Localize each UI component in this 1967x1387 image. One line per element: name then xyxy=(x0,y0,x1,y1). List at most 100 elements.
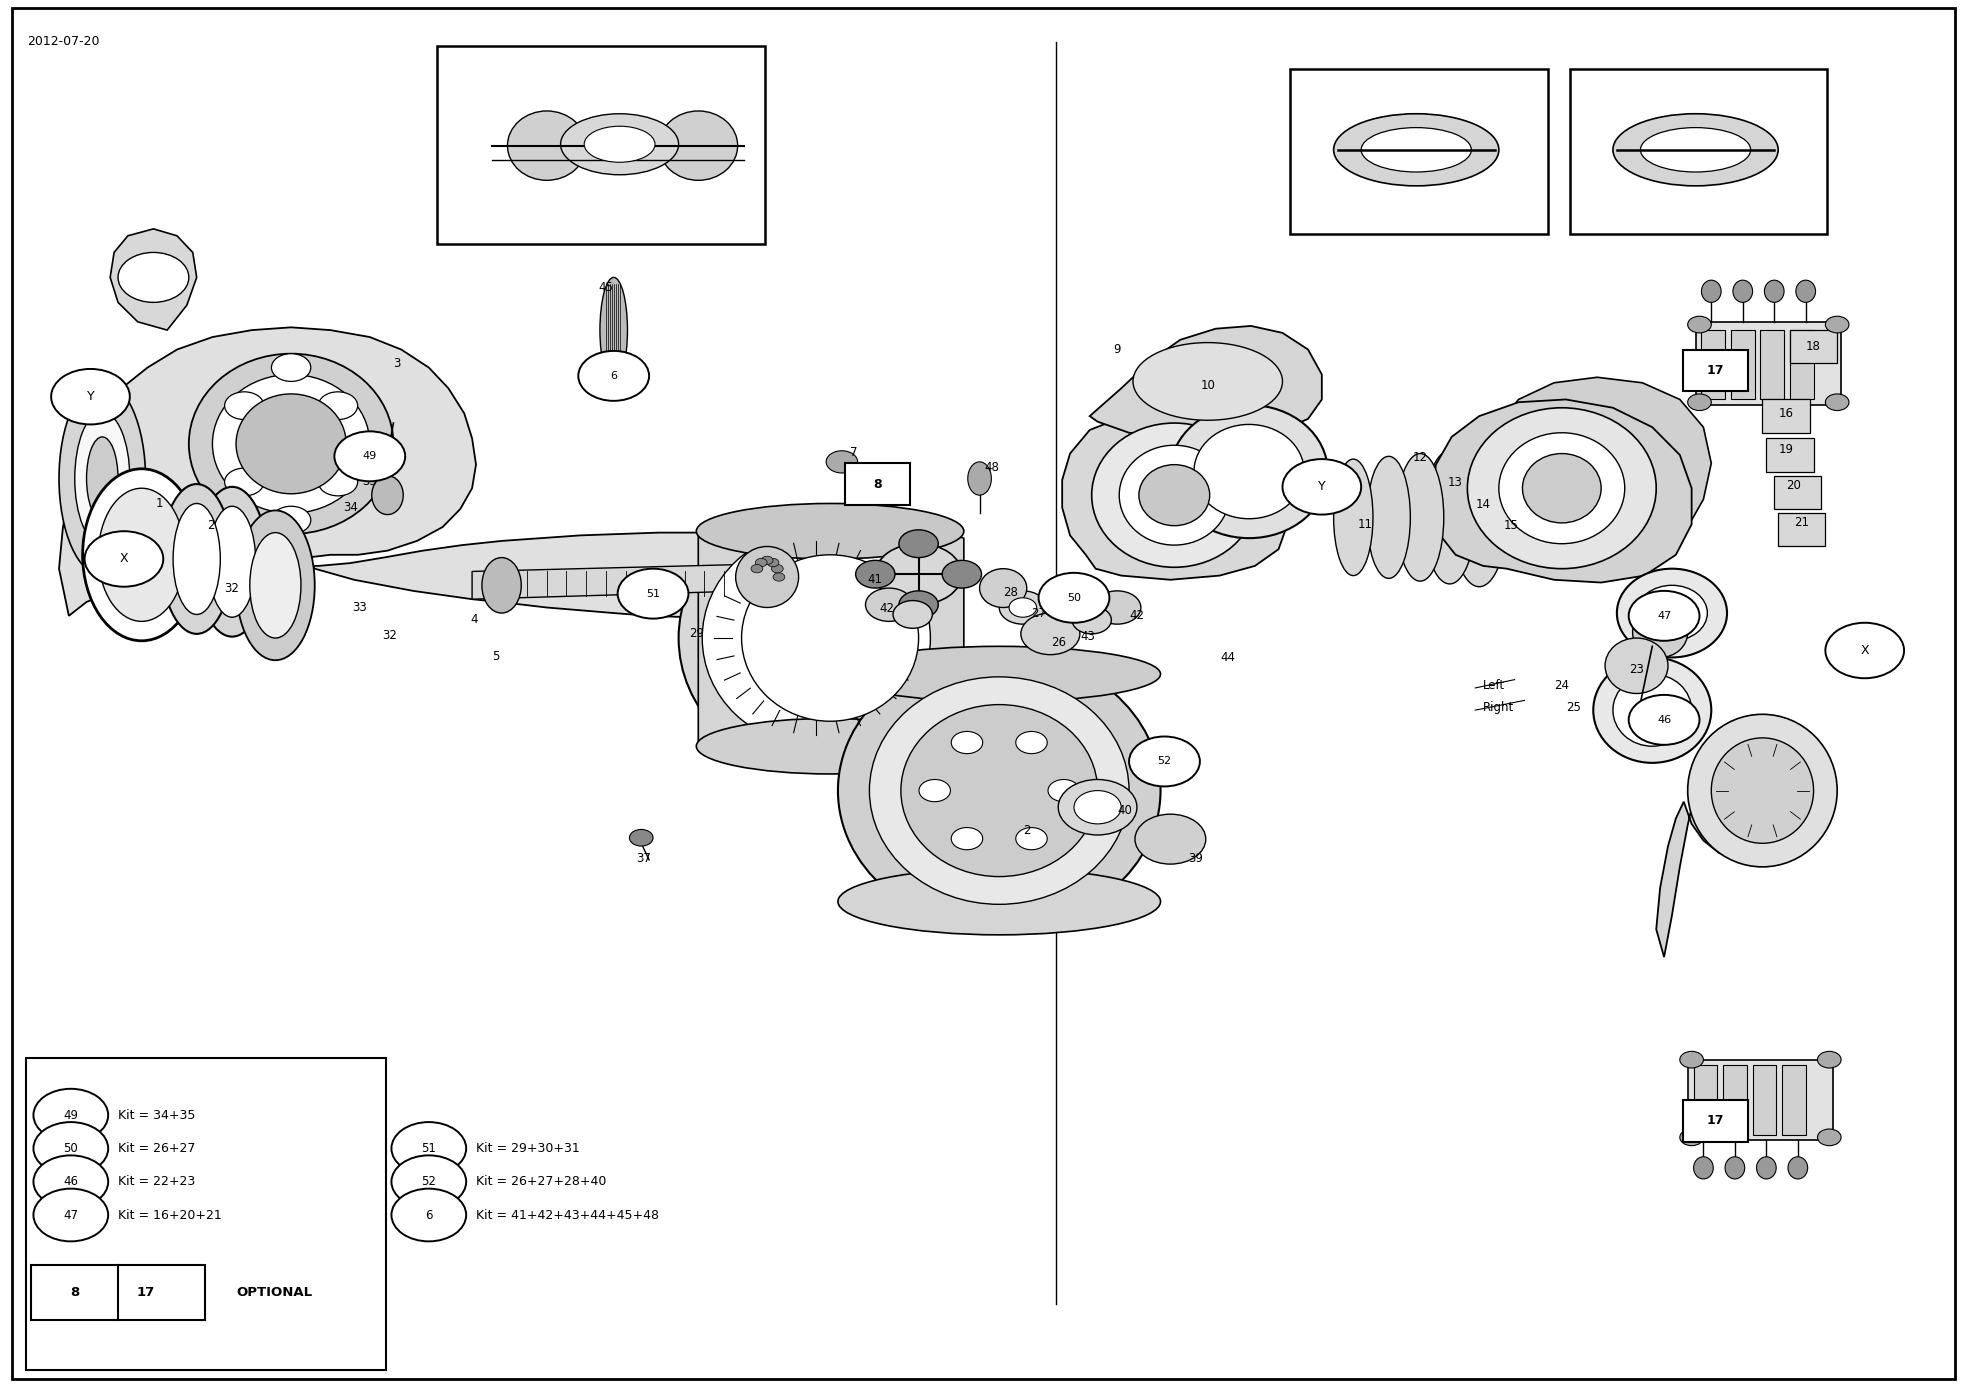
Text: 14: 14 xyxy=(1475,498,1491,512)
Text: 47: 47 xyxy=(63,1208,79,1222)
Ellipse shape xyxy=(751,565,763,573)
Ellipse shape xyxy=(773,573,785,581)
Ellipse shape xyxy=(1725,1157,1745,1179)
Ellipse shape xyxy=(919,779,950,802)
Ellipse shape xyxy=(173,503,220,614)
Polygon shape xyxy=(1090,326,1322,438)
Ellipse shape xyxy=(87,437,118,520)
Text: 11: 11 xyxy=(1357,517,1373,531)
Ellipse shape xyxy=(1637,585,1707,641)
Text: 3: 3 xyxy=(393,356,401,370)
Text: 16: 16 xyxy=(1778,406,1794,420)
Text: 10: 10 xyxy=(1200,379,1216,393)
Bar xyxy=(1684,350,1749,391)
Text: 52: 52 xyxy=(1157,756,1172,767)
Text: 18: 18 xyxy=(1806,340,1821,354)
Text: 6: 6 xyxy=(610,370,618,381)
Text: 51: 51 xyxy=(421,1142,437,1155)
Polygon shape xyxy=(59,327,795,617)
Text: 50: 50 xyxy=(1066,592,1082,603)
Text: 49: 49 xyxy=(63,1108,79,1122)
Ellipse shape xyxy=(1757,1157,1776,1179)
Text: 2: 2 xyxy=(207,519,214,533)
Text: Kit = 34+35: Kit = 34+35 xyxy=(118,1108,195,1122)
Ellipse shape xyxy=(319,467,358,495)
Ellipse shape xyxy=(838,868,1161,935)
Text: 46: 46 xyxy=(1656,714,1672,725)
Ellipse shape xyxy=(1009,598,1037,617)
Ellipse shape xyxy=(659,111,738,180)
Ellipse shape xyxy=(212,374,370,513)
Circle shape xyxy=(1629,695,1699,745)
Text: 52: 52 xyxy=(421,1175,437,1189)
Text: 42: 42 xyxy=(1129,609,1145,623)
Ellipse shape xyxy=(98,488,185,621)
Ellipse shape xyxy=(865,588,913,621)
Text: 28: 28 xyxy=(1003,585,1019,599)
Ellipse shape xyxy=(761,556,773,565)
Ellipse shape xyxy=(197,487,268,637)
Circle shape xyxy=(578,351,649,401)
Text: 4: 4 xyxy=(470,613,478,627)
Polygon shape xyxy=(1062,412,1290,580)
Polygon shape xyxy=(110,229,197,330)
Ellipse shape xyxy=(696,503,964,559)
Bar xyxy=(1762,399,1810,433)
Circle shape xyxy=(334,431,405,481)
Circle shape xyxy=(33,1155,108,1208)
Ellipse shape xyxy=(1617,569,1727,657)
Text: 5: 5 xyxy=(492,649,500,663)
Ellipse shape xyxy=(702,530,930,746)
Text: X: X xyxy=(120,552,128,566)
Ellipse shape xyxy=(856,560,895,588)
Ellipse shape xyxy=(236,394,346,494)
Ellipse shape xyxy=(482,558,521,613)
Text: 35: 35 xyxy=(362,474,378,488)
Ellipse shape xyxy=(209,506,256,617)
Ellipse shape xyxy=(742,555,919,721)
Ellipse shape xyxy=(59,381,146,576)
Polygon shape xyxy=(472,563,795,599)
Ellipse shape xyxy=(584,126,655,162)
Text: 13: 13 xyxy=(1448,476,1463,490)
Text: 9: 9 xyxy=(1113,343,1121,356)
Text: 32: 32 xyxy=(224,581,240,595)
Text: OPTIONAL: OPTIONAL xyxy=(236,1286,313,1300)
Ellipse shape xyxy=(1688,316,1711,333)
Text: 26: 26 xyxy=(1050,635,1066,649)
Text: 6: 6 xyxy=(425,1208,433,1222)
Polygon shape xyxy=(1491,377,1711,552)
Text: Kit = 26+27: Kit = 26+27 xyxy=(118,1142,195,1155)
Text: 41: 41 xyxy=(867,573,883,587)
Text: 34: 34 xyxy=(342,501,358,515)
Ellipse shape xyxy=(507,111,586,180)
Text: 7: 7 xyxy=(850,445,858,459)
Ellipse shape xyxy=(224,467,264,495)
Ellipse shape xyxy=(1072,606,1111,634)
Text: Kit = 41+42+43+44+45+48: Kit = 41+42+43+44+45+48 xyxy=(476,1208,659,1222)
Ellipse shape xyxy=(952,731,984,753)
Bar xyxy=(26,1058,386,1370)
Text: 27: 27 xyxy=(1031,606,1046,620)
Ellipse shape xyxy=(755,559,767,567)
Circle shape xyxy=(33,1189,108,1241)
Ellipse shape xyxy=(968,462,991,495)
Ellipse shape xyxy=(1092,423,1257,567)
Ellipse shape xyxy=(696,718,964,774)
Text: 44: 44 xyxy=(1220,651,1235,664)
Circle shape xyxy=(1629,591,1699,641)
Text: 24: 24 xyxy=(1554,678,1570,692)
Text: 45: 45 xyxy=(598,280,614,294)
Ellipse shape xyxy=(1499,433,1625,544)
Ellipse shape xyxy=(1825,316,1849,333)
Circle shape xyxy=(85,531,163,587)
Ellipse shape xyxy=(1361,128,1471,172)
Ellipse shape xyxy=(1119,445,1229,545)
Text: 30: 30 xyxy=(661,601,677,614)
Ellipse shape xyxy=(271,506,311,534)
Polygon shape xyxy=(698,524,964,749)
Ellipse shape xyxy=(561,114,679,175)
Ellipse shape xyxy=(224,393,264,420)
Ellipse shape xyxy=(1015,828,1046,850)
Bar xyxy=(1696,322,1841,405)
